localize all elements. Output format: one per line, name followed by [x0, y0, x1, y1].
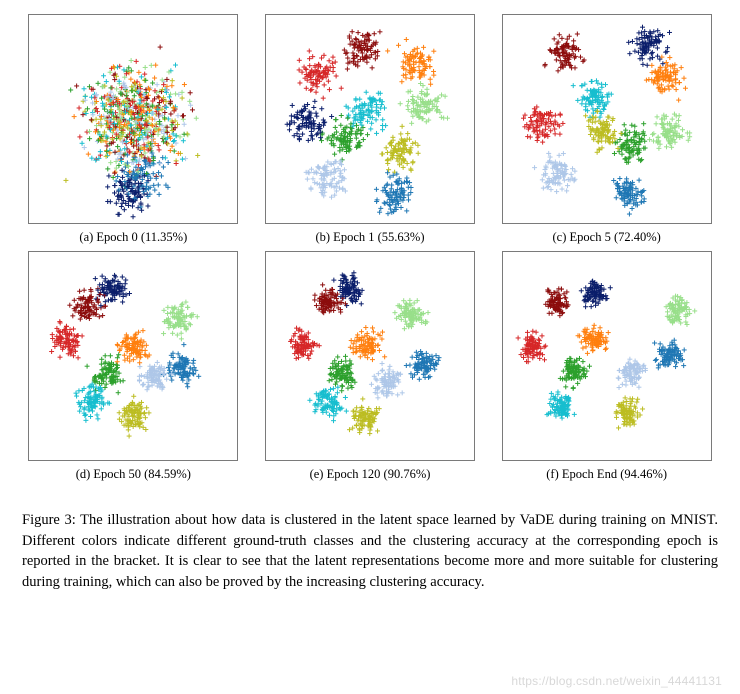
scatter-panel-a: [28, 14, 238, 224]
panel-cell-d: (d) Epoch 50 (84.59%): [22, 251, 245, 482]
figure-grid: (a) Epoch 0 (11.35%) (b) Epoch 1 (55.63%)…: [22, 14, 718, 482]
panel-label-e: (e) Epoch 120 (90.76%): [310, 467, 431, 482]
scatter-panel-c: [502, 14, 712, 224]
panel-cell-b: (b) Epoch 1 (55.63%): [259, 14, 482, 245]
scatter-panel-f: [502, 251, 712, 461]
scatter-panel-d: [28, 251, 238, 461]
watermark: https://blog.csdn.net/weixin_44441131: [511, 674, 722, 688]
panel-label-c: (c) Epoch 5 (72.40%): [553, 230, 661, 245]
panel-cell-a: (a) Epoch 0 (11.35%): [22, 14, 245, 245]
panel-cell-e: (e) Epoch 120 (90.76%): [259, 251, 482, 482]
panel-label-a: (a) Epoch 0 (11.35%): [79, 230, 187, 245]
panel-label-f: (f) Epoch End (94.46%): [546, 467, 667, 482]
scatter-panel-e: [265, 251, 475, 461]
figure-caption: Figure 3: The illustration about how dat…: [22, 510, 718, 592]
panel-cell-c: (c) Epoch 5 (72.40%): [495, 14, 718, 245]
panel-cell-f: (f) Epoch End (94.46%): [495, 251, 718, 482]
scatter-panel-b: [265, 14, 475, 224]
panel-label-d: (d) Epoch 50 (84.59%): [76, 467, 191, 482]
panel-label-b: (b) Epoch 1 (55.63%): [315, 230, 424, 245]
